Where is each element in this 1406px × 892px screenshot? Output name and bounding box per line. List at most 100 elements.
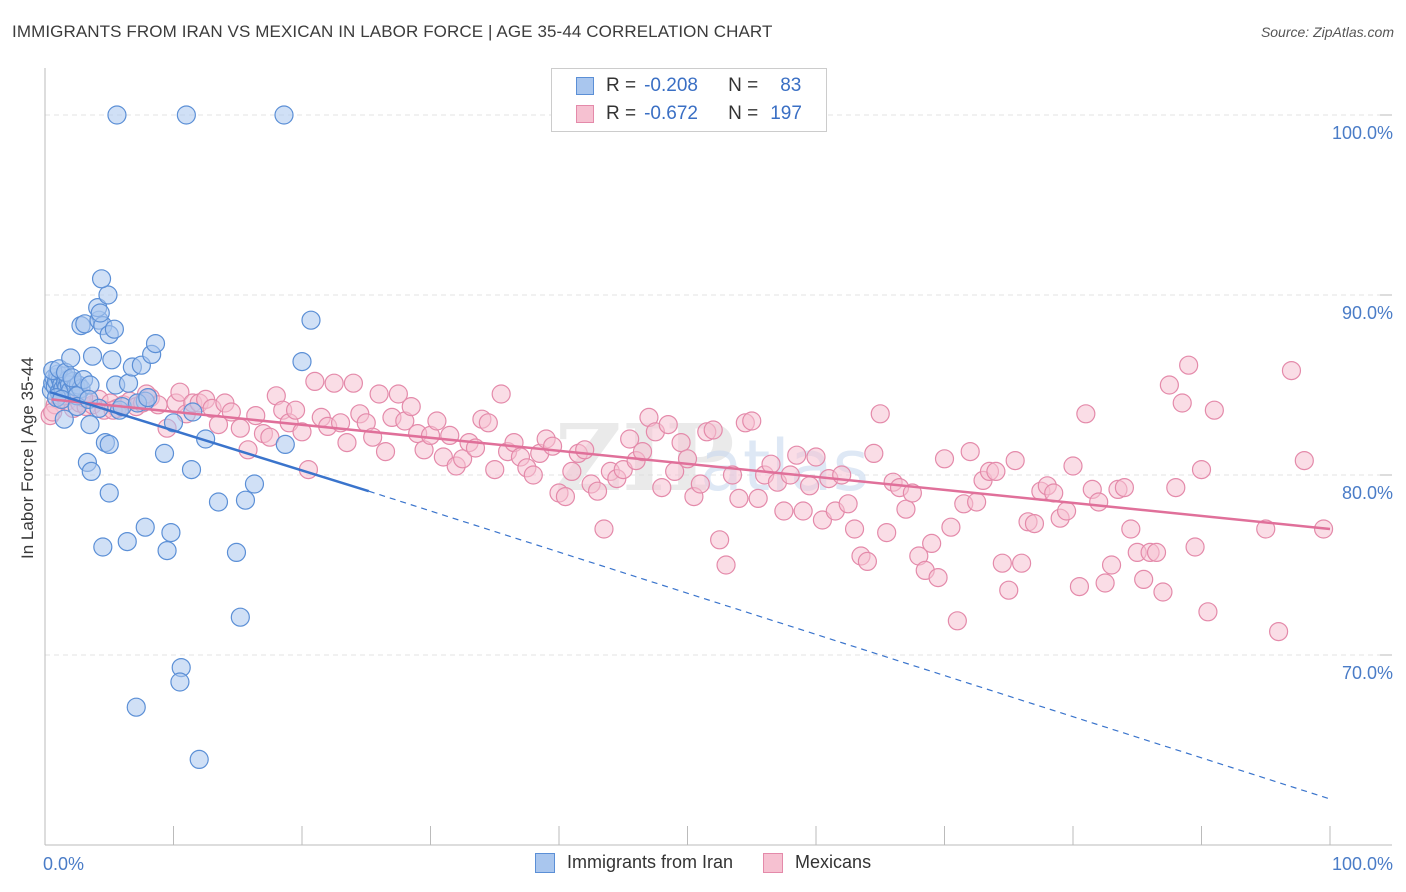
bottom-legend: Immigrants from Iran Mexicans xyxy=(535,852,901,873)
mexicans-point xyxy=(710,530,730,550)
iran-point xyxy=(126,697,146,717)
legend-n-value: 83 xyxy=(780,75,802,96)
iran-point xyxy=(157,540,177,561)
mexicans-point xyxy=(170,382,190,402)
iran-point xyxy=(161,522,181,543)
mexicans-point xyxy=(587,481,608,501)
mexicans-point xyxy=(742,411,762,431)
mexicans-point xyxy=(1069,576,1090,597)
mexicans-point xyxy=(999,580,1019,600)
mexicans-point xyxy=(967,492,987,512)
mexicans-point xyxy=(1121,519,1141,539)
mexicans-point xyxy=(1063,456,1083,476)
mexicans-point xyxy=(658,415,678,435)
mexicans-point xyxy=(1159,375,1179,395)
y-axis-label: In Labor Force | Age 35-44 xyxy=(18,357,37,559)
mexicans-point xyxy=(1172,393,1192,413)
legend-r-value: -0.672 xyxy=(644,103,698,124)
mexicans-point xyxy=(690,474,710,494)
legend-row-mexicans: R = -0.672 N = 197 xyxy=(552,101,802,127)
mexicans-point xyxy=(748,488,768,508)
mexicans-point xyxy=(1153,582,1173,602)
chart-title: IMMIGRANTS FROM IRAN VS MEXICAN IN LABOR… xyxy=(12,22,773,41)
mexicans-point xyxy=(478,413,498,433)
mexicans-point xyxy=(555,487,576,507)
mexicans-point xyxy=(992,553,1012,573)
iran-point xyxy=(292,352,312,372)
mexicans-point xyxy=(934,449,955,469)
axes xyxy=(44,68,1392,846)
mexicans-point xyxy=(1256,519,1276,539)
mexicans-point xyxy=(844,519,865,539)
mexicans-point xyxy=(922,533,942,554)
legend-n-label: N = xyxy=(728,75,759,96)
mexicans-point xyxy=(1146,542,1167,563)
iran-trend-extension xyxy=(368,490,1331,800)
iran-point xyxy=(154,443,175,463)
mexicans-point xyxy=(542,436,563,456)
mexicans-point xyxy=(632,442,653,462)
mexicans-point xyxy=(285,400,306,420)
mexicans-point xyxy=(793,501,813,521)
iran-point xyxy=(301,310,321,330)
mexicans-point xyxy=(652,478,672,498)
x-tick-label-min: 0.0% xyxy=(43,854,84,874)
mexicans-point xyxy=(427,411,447,431)
mexicans-point xyxy=(1024,513,1045,534)
legend-row-iran: R = -0.208 N = 83 xyxy=(552,73,801,99)
bottom-legend-label-iran: Immigrants from Iran xyxy=(567,852,734,872)
mexicans-point xyxy=(838,494,858,514)
y-tick-label: 80.0% xyxy=(1342,483,1393,503)
mexicans-point xyxy=(1281,361,1302,381)
iran-point xyxy=(99,483,119,503)
mexicans-point xyxy=(337,433,357,453)
iran-point xyxy=(138,388,158,408)
mexicans-point xyxy=(1198,602,1218,622)
mexicans-point xyxy=(375,442,396,462)
iran-point xyxy=(91,269,112,289)
mexicans-point xyxy=(1101,555,1122,575)
mexicans-point xyxy=(1294,451,1314,471)
legend-n-value: 197 xyxy=(770,103,802,124)
mexicans-point xyxy=(575,440,595,460)
mexicans-point xyxy=(1204,400,1224,420)
mexicans-point xyxy=(941,517,961,537)
mexicans-point xyxy=(440,425,460,445)
iran-point xyxy=(235,490,256,510)
bottom-legend-swatch-iran xyxy=(535,852,555,873)
mexicans-point xyxy=(491,384,511,404)
mexicans-point xyxy=(343,373,363,393)
legend: R = -0.208 N = 83 R = -0.672 N = 197 xyxy=(551,68,827,132)
iran-point xyxy=(61,348,81,368)
iran-point xyxy=(117,531,137,552)
tick-labels: 70.0% 80.0% 90.0% 100.0% 0.0% 100.0% xyxy=(43,123,1393,874)
iran-point xyxy=(170,672,190,692)
mexicans-point xyxy=(729,488,749,508)
mexicans-point xyxy=(1185,537,1205,557)
mexicans-point xyxy=(620,429,640,449)
legend-r-label: R = xyxy=(606,103,637,124)
iran-point xyxy=(189,749,209,770)
mexicans-point xyxy=(305,371,325,391)
iran-point xyxy=(275,434,295,454)
mexicans-point xyxy=(1095,573,1115,593)
iran-point xyxy=(181,460,202,480)
mexicans-point xyxy=(877,522,897,543)
y-tick-label: 90.0% xyxy=(1342,303,1393,323)
mexicans-point xyxy=(388,384,408,404)
mexicans-point xyxy=(1166,478,1186,498)
mexicans-point xyxy=(324,373,344,393)
iran-point xyxy=(81,461,101,481)
mexicans-point xyxy=(722,465,743,485)
grid xyxy=(45,114,1392,656)
legend-r-label: R = xyxy=(606,75,637,96)
iran-point xyxy=(145,334,166,354)
iran-point xyxy=(80,415,100,435)
iran-point xyxy=(208,492,229,512)
mexicans-point xyxy=(787,445,807,465)
legend-r-value: -0.208 xyxy=(644,75,698,96)
mexicans-point xyxy=(1005,451,1025,471)
mexicans-point xyxy=(260,427,280,447)
legend-swatch-mexicans xyxy=(576,105,594,123)
mexicans-point xyxy=(799,476,820,496)
